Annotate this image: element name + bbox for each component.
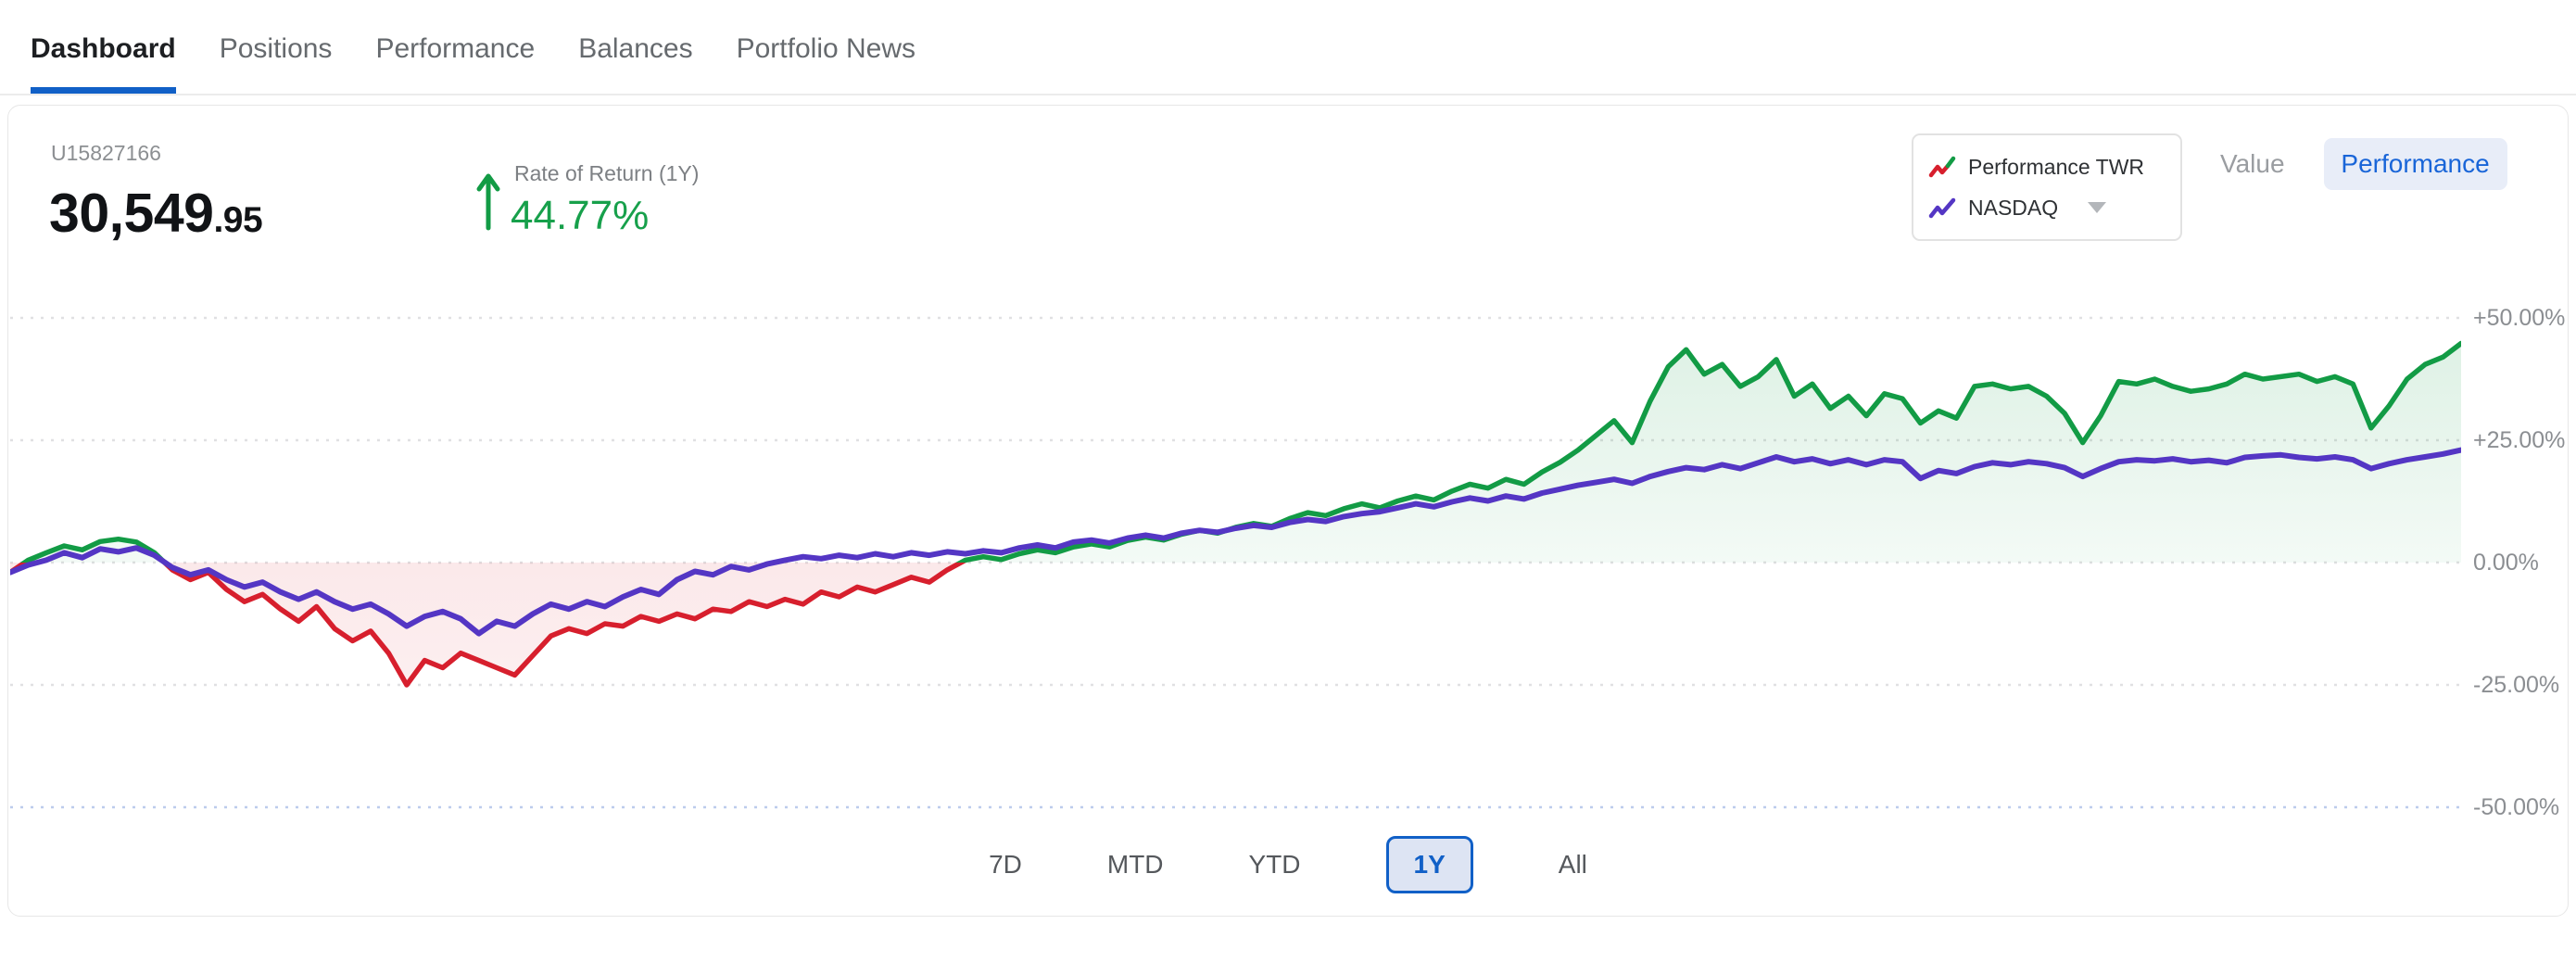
performance-chart[interactable] (7, 298, 2464, 829)
view-toggle: Value Performance (2220, 138, 2507, 190)
toggle-value-button[interactable]: Value (2220, 149, 2285, 178)
rate-of-return-label: Rate of Return (1Y) (514, 161, 700, 185)
legend-item-nasdaq[interactable]: NASDAQ (1928, 187, 2180, 228)
range-ytd-button[interactable]: YTD (1248, 850, 1301, 879)
twr-line-icon (1928, 156, 1956, 177)
tab-dashboard[interactable]: Dashboard (31, 33, 176, 94)
legend-label: NASDAQ (1968, 195, 2059, 220)
range-button-row: 7D MTD YTD 1Y All (8, 836, 2568, 893)
chart-legend: Performance TWR NASDAQ (1912, 133, 2182, 241)
account-value: 30,549.95 (49, 182, 263, 245)
legend-item-performance-twr[interactable]: Performance TWR (1928, 146, 2180, 187)
dashboard-card: U15827166 30,549.95 Rate of Return (1Y) … (7, 105, 2569, 917)
account-id: U15827166 (51, 141, 161, 165)
chevron-down-icon[interactable] (2085, 199, 2109, 216)
y-tick-plus25: +25.00% (2473, 427, 2566, 453)
y-tick-zero: 0.00% (2473, 550, 2539, 576)
tab-positions[interactable]: Positions (219, 33, 333, 64)
up-arrow-icon (476, 173, 500, 231)
toggle-performance-button[interactable]: Performance (2323, 138, 2507, 190)
range-7d-button[interactable]: 7D (989, 850, 1022, 879)
y-tick-minus25: -25.00% (2473, 672, 2560, 698)
legend-label: Performance TWR (1968, 154, 2145, 179)
nasdaq-line-icon (1928, 197, 1956, 218)
y-tick-plus50: +50.00% (2473, 305, 2566, 331)
rate-of-return-value: 44.77% (511, 193, 650, 238)
range-all-button[interactable]: All (1558, 850, 1587, 879)
range-mtd-button[interactable]: MTD (1106, 850, 1164, 879)
tab-portfolio-news[interactable]: Portfolio News (736, 33, 916, 64)
y-tick-minus50: -50.00% (2473, 794, 2560, 820)
account-value-main: 30,549 (49, 183, 214, 244)
range-1y-button[interactable]: 1Y (1385, 836, 1473, 893)
tab-performance[interactable]: Performance (375, 33, 536, 64)
tab-balances[interactable]: Balances (578, 33, 693, 64)
account-value-fraction: .95 (213, 200, 263, 240)
portfolio-tabbar: Dashboard Positions Performance Balances… (0, 0, 2576, 95)
